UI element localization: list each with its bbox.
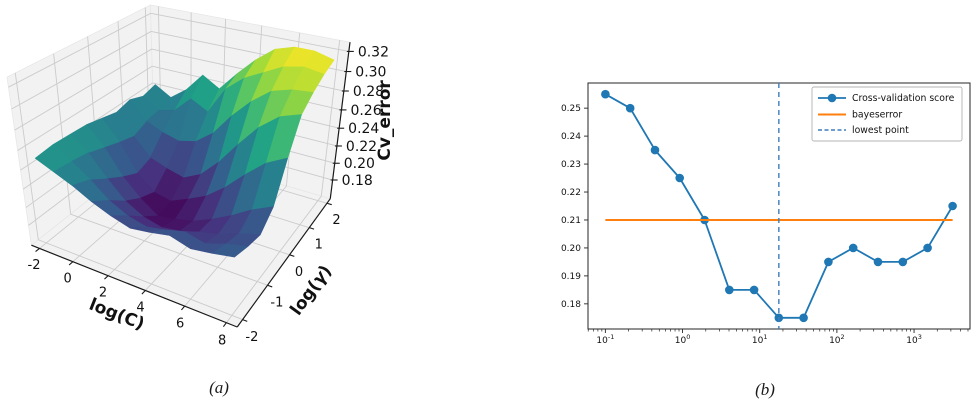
data-point — [948, 201, 957, 211]
data-point — [873, 257, 883, 267]
z-tick-label: 0.32 — [358, 44, 389, 60]
z-tick-label: 0.18 — [342, 173, 373, 189]
cv-score-markers — [601, 89, 957, 323]
z-tick-label: 0.22 — [346, 139, 377, 155]
x-tick-label: 0 — [63, 271, 71, 286]
y-tick-label: 0.21 — [561, 216, 581, 226]
z-tick-label: 0.20 — [344, 156, 375, 172]
data-point — [650, 145, 660, 155]
plot-a-axes — [31, 42, 351, 328]
data-point — [923, 243, 932, 253]
y-tick-label: 0.18 — [561, 300, 581, 310]
y-tick-label: 0.24 — [561, 132, 581, 142]
y-tick-label: -2 — [245, 330, 258, 345]
z-tick-label: 0.24 — [348, 121, 379, 137]
data-point — [625, 103, 635, 113]
y-tick-label: 0.22 — [561, 188, 581, 198]
legend-label: Cross-validation score — [852, 93, 955, 104]
plot-a-y-ticks: -2 -1 012 — [242, 202, 341, 345]
legend-label: lowest point — [852, 125, 909, 136]
y-tick-label: 0.19 — [561, 272, 581, 282]
z-tick-label: 0.30 — [355, 65, 386, 81]
plot-b-ticks: 0.18 0.19 0.20 0.21 0.22 0.23 0.24 0.25 10-1 100 1… — [561, 104, 969, 346]
x-tick-label: 102 — [829, 333, 845, 346]
x-tick-label: 2 — [99, 286, 107, 301]
y-tick-label: 2 — [332, 213, 340, 228]
plot-a-z-ticks: 0.180.200.22 0.24 0.26 0.28 0.30 0.32 — [330, 44, 389, 189]
data-point — [601, 89, 610, 99]
z-tick-label: 0.26 — [350, 103, 381, 119]
data-point — [848, 243, 858, 253]
y-tick-label: 0.25 — [561, 104, 581, 114]
caption-b: (b) — [755, 380, 775, 399]
y-tick-label: 0.23 — [561, 160, 581, 170]
data-point — [824, 257, 833, 267]
x-tick-label: 4 — [136, 301, 144, 316]
data-point — [725, 285, 734, 295]
data-point — [898, 257, 908, 267]
x-tick-label: 10-1 — [596, 333, 614, 346]
legend-label: bayeserror — [852, 110, 902, 121]
caption-a: (a) — [209, 378, 229, 397]
y-tick-label: 1 — [315, 238, 323, 253]
x-tick-label: -2 — [28, 258, 41, 273]
data-point — [749, 285, 759, 295]
y-tick-label: -1 — [270, 296, 283, 311]
z-tick-label: 0.28 — [353, 84, 384, 100]
y-tick-label: 0 — [295, 265, 303, 280]
x-tick-label: 103 — [906, 333, 922, 346]
plot-b-legend: Cross-validation score bayeserror lowest p… — [811, 86, 963, 142]
x-tick-label: 101 — [752, 333, 768, 346]
plot-a-x-ticks: -2 0 2 4 6 8 — [28, 247, 227, 348]
data-point — [675, 173, 684, 183]
x-tick-label: 6 — [176, 316, 184, 331]
x-tick-label: 8 — [218, 333, 226, 348]
z-axis-label: Cv_error — [375, 80, 395, 161]
surface-mesh — [34, 46, 335, 258]
data-point — [799, 313, 808, 323]
x-tick-label: 100 — [675, 333, 691, 346]
y-tick-label: 0.20 — [561, 244, 581, 254]
